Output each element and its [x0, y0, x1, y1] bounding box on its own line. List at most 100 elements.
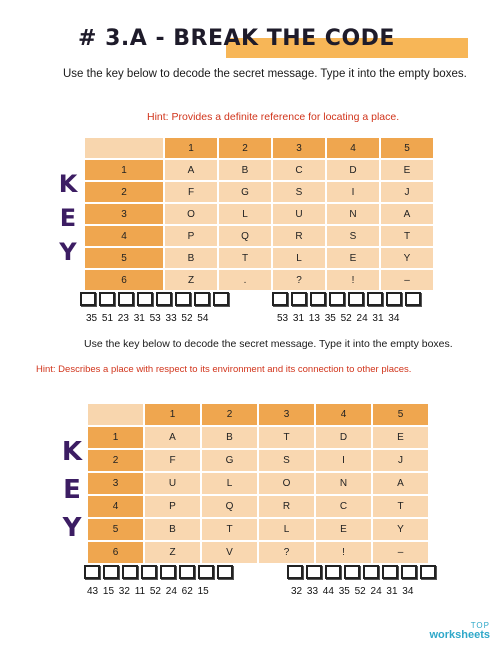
key-letter-cell: –: [373, 542, 428, 563]
key-label-2: K E Y: [60, 439, 84, 541]
hint-text-1: Hint: Provides a definite reference for …: [147, 111, 400, 123]
column-header-cell: 5: [381, 138, 433, 158]
key-letter-cell: N: [327, 204, 379, 224]
key-letter-cell: O: [259, 473, 314, 494]
answer-box[interactable]: [103, 565, 119, 579]
key-letter-cell: D: [316, 427, 371, 448]
answer-box[interactable]: [420, 565, 436, 579]
answer-box[interactable]: [118, 292, 134, 306]
answer-box[interactable]: [141, 565, 157, 579]
answer-box[interactable]: [198, 565, 214, 579]
column-header-cell: 3: [259, 404, 314, 425]
key-letter-cell: D: [327, 160, 379, 180]
key-letter-cell: .: [219, 270, 271, 290]
answer-box[interactable]: [122, 565, 138, 579]
key-letter-cell: ?: [273, 270, 325, 290]
answer-box[interactable]: [156, 292, 172, 306]
key-letter-cell: O: [165, 204, 217, 224]
column-header-cell: 2: [219, 138, 271, 158]
key-letter-cell: L: [219, 204, 271, 224]
answer-box[interactable]: [194, 292, 210, 306]
answer-box[interactable]: [213, 292, 229, 306]
row-header-cell: 4: [88, 496, 143, 517]
key-letter-cell: N: [316, 473, 371, 494]
key-letter-cell: !: [327, 270, 379, 290]
key-letter: E: [59, 204, 77, 232]
answer-box[interactable]: [386, 292, 402, 306]
key-letter-cell: T: [219, 248, 271, 268]
column-header-cell: 1: [165, 138, 217, 158]
key-letter-cell: L: [202, 473, 257, 494]
key-letter-cell: Y: [373, 519, 428, 540]
key-letter-cell: Z: [145, 542, 200, 563]
answer-box[interactable]: [325, 565, 341, 579]
answer-box[interactable]: [160, 565, 176, 579]
answer-boxes-word-2[interactable]: [272, 292, 421, 306]
key-letter-cell: B: [202, 427, 257, 448]
answer-box[interactable]: [363, 565, 379, 579]
key-letter-cell: E: [373, 427, 428, 448]
answer-boxes-word-4[interactable]: [287, 565, 436, 579]
key-letter-cell: S: [327, 226, 379, 246]
hint-text-2: Hint: Describes a place with respect to …: [36, 364, 412, 375]
answer-box[interactable]: [137, 292, 153, 306]
answer-box[interactable]: [291, 292, 307, 306]
answer-box[interactable]: [84, 565, 100, 579]
answer-box[interactable]: [401, 565, 417, 579]
answer-box[interactable]: [272, 292, 288, 306]
row-header-cell: 3: [85, 204, 163, 224]
top-worksheets-logo: TOP worksheets: [429, 622, 490, 641]
logo-main-text: worksheets: [429, 629, 490, 641]
key-letter: E: [63, 475, 81, 505]
answer-box[interactable]: [217, 565, 233, 579]
instruction-text-2: Use the key below to decode the secret m…: [84, 338, 453, 350]
key-letter-cell: Z: [165, 270, 217, 290]
key-letter-cell: B: [219, 160, 271, 180]
answer-box[interactable]: [310, 292, 326, 306]
key-letter-cell: T: [202, 519, 257, 540]
key-letter-cell: L: [259, 519, 314, 540]
answer-box[interactable]: [175, 292, 191, 306]
key-letter-cell: U: [273, 204, 325, 224]
answer-box[interactable]: [344, 565, 360, 579]
logo-top-text: TOP: [470, 621, 490, 630]
answer-box[interactable]: [405, 292, 421, 306]
key-letter-cell: ?: [259, 542, 314, 563]
key-letter: K: [61, 437, 83, 467]
answer-box[interactable]: [367, 292, 383, 306]
answer-boxes-word-3[interactable]: [84, 565, 233, 579]
key-letter-cell: A: [145, 427, 200, 448]
key-letter-cell: C: [316, 496, 371, 517]
answer-box[interactable]: [348, 292, 364, 306]
answer-box[interactable]: [179, 565, 195, 579]
table-row: 6 Z V?! –: [88, 542, 428, 563]
code-numbers-word-1: 35 51 23 31 53 33 52 54: [86, 313, 209, 324]
row-header-cell: 3: [88, 473, 143, 494]
title-highlight: [226, 38, 468, 58]
answer-box[interactable]: [99, 292, 115, 306]
answer-box[interactable]: [329, 292, 345, 306]
key-letter-cell: P: [165, 226, 217, 246]
key-letter-cell: I: [327, 182, 379, 202]
answer-box[interactable]: [287, 565, 303, 579]
key-letter: Y: [59, 238, 77, 266]
key-letter: K: [58, 170, 78, 198]
answer-boxes-word-1[interactable]: [80, 292, 229, 306]
answer-box[interactable]: [382, 565, 398, 579]
key-letter-cell: E: [327, 248, 379, 268]
key-letter-cell: A: [381, 204, 433, 224]
row-header-cell: 2: [85, 182, 163, 202]
answer-box[interactable]: [306, 565, 322, 579]
key-letter-cell: R: [273, 226, 325, 246]
key-letter-cell: P: [145, 496, 200, 517]
key-letter-cell: !: [316, 542, 371, 563]
answer-box[interactable]: [80, 292, 96, 306]
instruction-text: Use the key below to decode the secret m…: [63, 68, 467, 80]
code-numbers-word-4: 32 33 44 35 52 24 31 34: [291, 586, 414, 597]
